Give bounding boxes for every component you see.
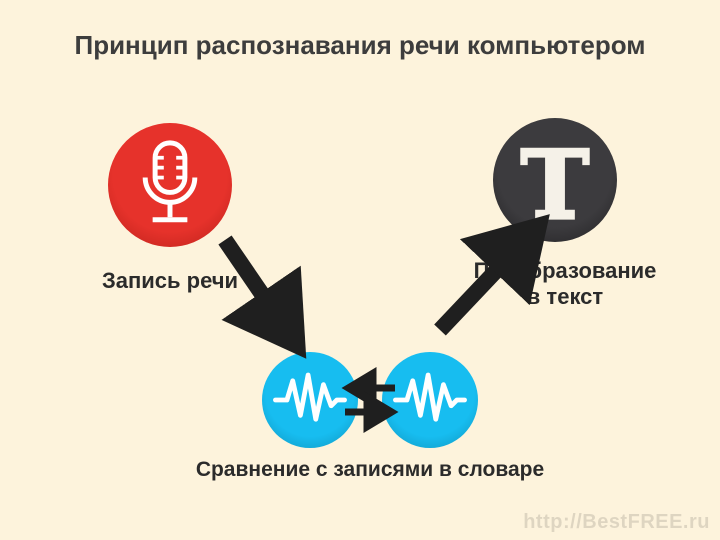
- waveform-icon: [262, 352, 358, 448]
- compare-node-right: [382, 352, 478, 448]
- waveform-icon: [382, 352, 478, 448]
- transform-label: Преобразование в текст: [450, 258, 680, 310]
- record-label: Запись речи: [60, 268, 280, 294]
- record-node: [108, 123, 232, 247]
- text-icon: [493, 118, 617, 242]
- compare-label: Сравнение с записями в словаре: [170, 458, 570, 482]
- diagram-canvas: Принцип распознавания речи компьютером З…: [0, 0, 720, 540]
- watermark: http://BestFREE.ru: [523, 511, 710, 534]
- diagram-title: Принцип распознавания речи компьютером: [0, 30, 720, 61]
- microphone-icon: [108, 123, 232, 247]
- compare-node-left: [262, 352, 358, 448]
- transform-node: [493, 118, 617, 242]
